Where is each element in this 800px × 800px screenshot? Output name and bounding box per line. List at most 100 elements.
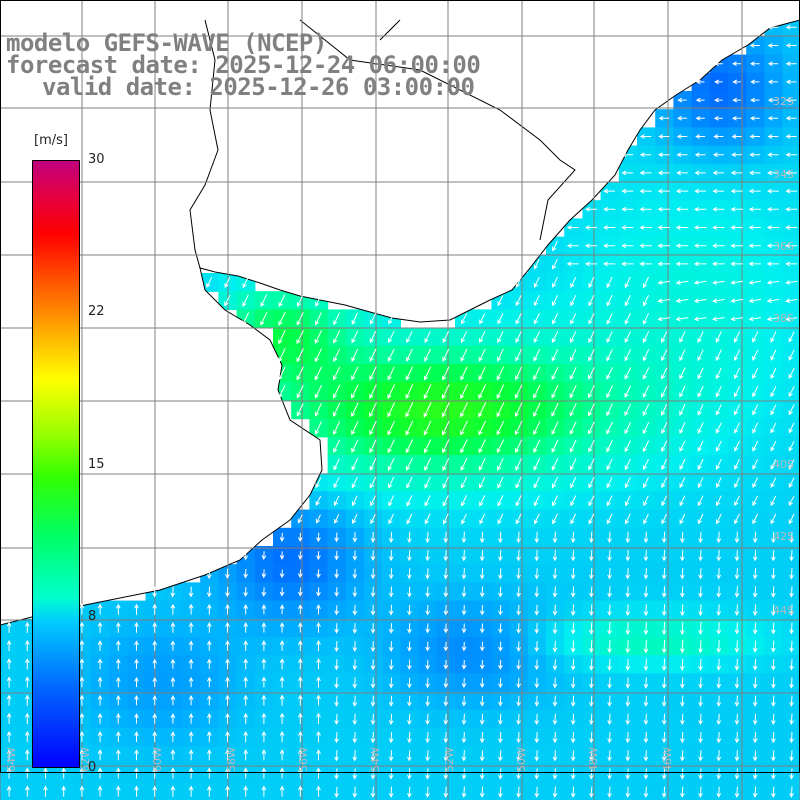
wind-arrow [680, 568, 685, 580]
wind-arrow [551, 313, 559, 325]
wind-arrow [261, 676, 267, 688]
wind-arrow [661, 331, 668, 344]
wind-arrow [443, 568, 449, 580]
wind-arrow [789, 713, 794, 726]
wind-arrow [767, 134, 779, 139]
wind-arrow [24, 785, 30, 797]
wind-arrow [225, 658, 230, 670]
wind-arrow [516, 623, 522, 634]
wind-arrow [334, 731, 339, 744]
wind-arrow [661, 495, 668, 507]
wind-arrow [588, 294, 595, 307]
wind-arrow [333, 312, 340, 326]
wind-arrow [243, 604, 249, 615]
wind-arrow [533, 402, 541, 418]
wind-arrow [639, 170, 652, 176]
wind-arrow [387, 402, 396, 418]
wind-arrow [442, 513, 449, 525]
wind-arrow [333, 495, 340, 507]
wind-arrow [334, 786, 339, 798]
wind-arrow [734, 531, 740, 544]
wind-arrow [296, 384, 304, 399]
wind-arrow [478, 420, 487, 436]
wind-arrow [170, 586, 176, 598]
wind-arrow [639, 134, 652, 139]
wind-arrow [752, 695, 758, 707]
wind-arrow [788, 367, 795, 380]
wind-arrow [752, 731, 758, 744]
wind-arrow [188, 785, 194, 797]
wind-arrow [588, 331, 595, 344]
wind-arrow [479, 313, 486, 325]
wind-arrow [766, 243, 780, 249]
wind-arrow [715, 385, 722, 398]
wind-arrow [589, 713, 594, 726]
wind-arrow [752, 331, 759, 343]
wind-arrow [771, 658, 776, 671]
wind-arrow [766, 261, 780, 267]
wind-arrow [261, 767, 267, 779]
wind-arrow [734, 477, 740, 489]
wind-arrow [643, 786, 649, 798]
wind-arrow [188, 586, 194, 598]
wind-arrow [496, 366, 505, 381]
wind-arrow [533, 513, 540, 525]
wind-arrow [607, 713, 612, 726]
wind-arrow [643, 531, 649, 544]
wind-arrow [460, 366, 468, 381]
wind-arrow [752, 658, 758, 671]
wind-arrow [621, 261, 634, 267]
wind-arrow [694, 170, 706, 176]
wind-arrow [698, 531, 703, 544]
wind-arrow [443, 731, 449, 744]
wind-arrow [661, 658, 667, 671]
wind-arrow [693, 243, 707, 249]
wind-arrow [785, 243, 798, 249]
wind-arrow [695, 97, 705, 103]
wind-arrow [515, 439, 523, 454]
wind-arrow [661, 586, 667, 598]
wind-arrow [297, 514, 303, 524]
wind-arrow [695, 115, 705, 121]
wind-arrow [351, 439, 359, 453]
wind-arrow [460, 420, 468, 436]
wind-arrow [225, 603, 230, 615]
wind-arrow [441, 402, 450, 418]
wind-arrow [569, 366, 577, 380]
lon-label: 54W [369, 747, 382, 772]
wind-arrow [316, 767, 321, 779]
wind-arrow [369, 348, 377, 362]
wind-arrow [748, 261, 761, 267]
wind-arrow [657, 188, 670, 194]
wind-arrow [152, 586, 157, 598]
wind-arrow [516, 568, 521, 580]
wind-arrow [715, 404, 722, 416]
wind-arrow [405, 384, 414, 400]
wind-arrow [675, 225, 689, 230]
wind-arrow [770, 367, 777, 380]
wind-arrow [552, 786, 558, 798]
wind-arrow [534, 659, 540, 671]
wind-arrow [552, 531, 558, 544]
wind-arrow [697, 331, 704, 343]
wind-arrow [516, 786, 521, 798]
lon-label: 50W [515, 747, 528, 772]
wind-arrow [388, 513, 395, 525]
wind-arrow [425, 695, 430, 707]
wind-arrow [279, 551, 285, 560]
wind-arrow [771, 568, 776, 580]
wind-arrow [225, 767, 230, 779]
wind-arrow [496, 384, 505, 399]
wind-arrow [693, 261, 707, 267]
wind-arrow [552, 695, 558, 707]
wind-arrow [315, 294, 322, 307]
wind-arrow [79, 603, 85, 615]
wind-arrow [730, 298, 743, 303]
wind-arrow [334, 532, 340, 543]
wind-arrow [785, 134, 797, 139]
wind-arrow [407, 695, 412, 707]
wind-arrow [643, 768, 649, 780]
wind-arrow [498, 677, 503, 689]
wind-arrow [170, 713, 176, 724]
wind-arrow [750, 79, 760, 85]
